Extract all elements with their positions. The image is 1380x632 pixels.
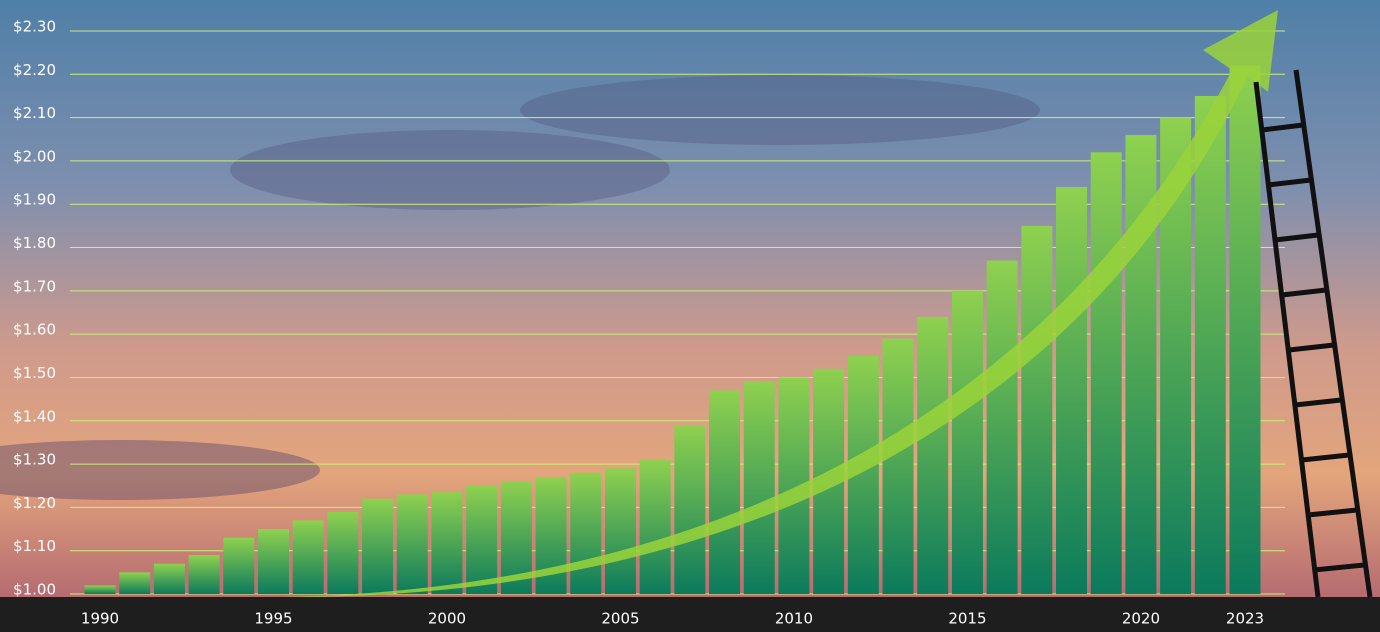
bar (709, 390, 741, 594)
bar (639, 459, 671, 594)
y-tick-label: $2.30 (13, 18, 56, 36)
bar (466, 485, 498, 594)
cloud (520, 75, 1040, 145)
x-tick-label: 1990 (81, 610, 119, 628)
x-tick-label: 2015 (948, 610, 986, 628)
cloud (230, 130, 670, 210)
bar (674, 425, 706, 594)
ladder (1253, 69, 1373, 598)
trend-arrow (280, 10, 1278, 598)
y-tick-label: $1.20 (13, 494, 56, 512)
y-tick-label: $2.20 (13, 61, 56, 79)
bar (917, 316, 949, 594)
bar (951, 290, 983, 594)
y-tick-label: $1.60 (13, 321, 56, 339)
y-tick-label: $1.30 (13, 451, 56, 469)
bar (223, 537, 255, 594)
x-tick-label: 1995 (254, 610, 292, 628)
bar (743, 381, 775, 594)
bar (396, 494, 428, 594)
bar (604, 468, 636, 594)
y-tick-label: $1.10 (13, 537, 56, 555)
bar (292, 520, 324, 594)
bar (327, 511, 359, 594)
y-tick-label: $1.50 (13, 364, 56, 382)
bar (1229, 65, 1261, 594)
y-tick-label: $1.70 (13, 277, 56, 295)
x-tick-label: 2023 (1226, 610, 1264, 628)
bar (362, 498, 394, 594)
x-tick-label: 2005 (601, 610, 639, 628)
y-tick-label: $1.00 (13, 581, 56, 599)
bar (1194, 95, 1226, 594)
x-tick-label: 2010 (775, 610, 813, 628)
bar (119, 572, 151, 594)
bar (1021, 225, 1053, 594)
y-tick-label: $1.40 (13, 407, 56, 425)
bar (257, 529, 289, 594)
cloud (0, 440, 320, 500)
bar (153, 563, 185, 594)
y-tick-label: $2.00 (13, 147, 56, 165)
bar (84, 585, 116, 594)
bar (882, 338, 914, 594)
y-tick-label: $2.10 (13, 104, 56, 122)
plot: $1.00 $1.10 $1.20 $1.30 $1.40 $1.50 $1.60 $1.70… (13, 18, 1285, 599)
x-tick-label: 2000 (428, 610, 466, 628)
bar (570, 472, 602, 594)
x-tick-label: 2020 (1122, 610, 1160, 628)
y-tick-label: $1.80 (13, 234, 56, 252)
bar (1090, 152, 1122, 594)
bar (1056, 186, 1088, 594)
bar (431, 492, 463, 594)
axis-band (0, 597, 1380, 632)
y-tick-label: $1.90 (13, 191, 56, 209)
bar (188, 555, 220, 594)
bar (986, 260, 1018, 594)
